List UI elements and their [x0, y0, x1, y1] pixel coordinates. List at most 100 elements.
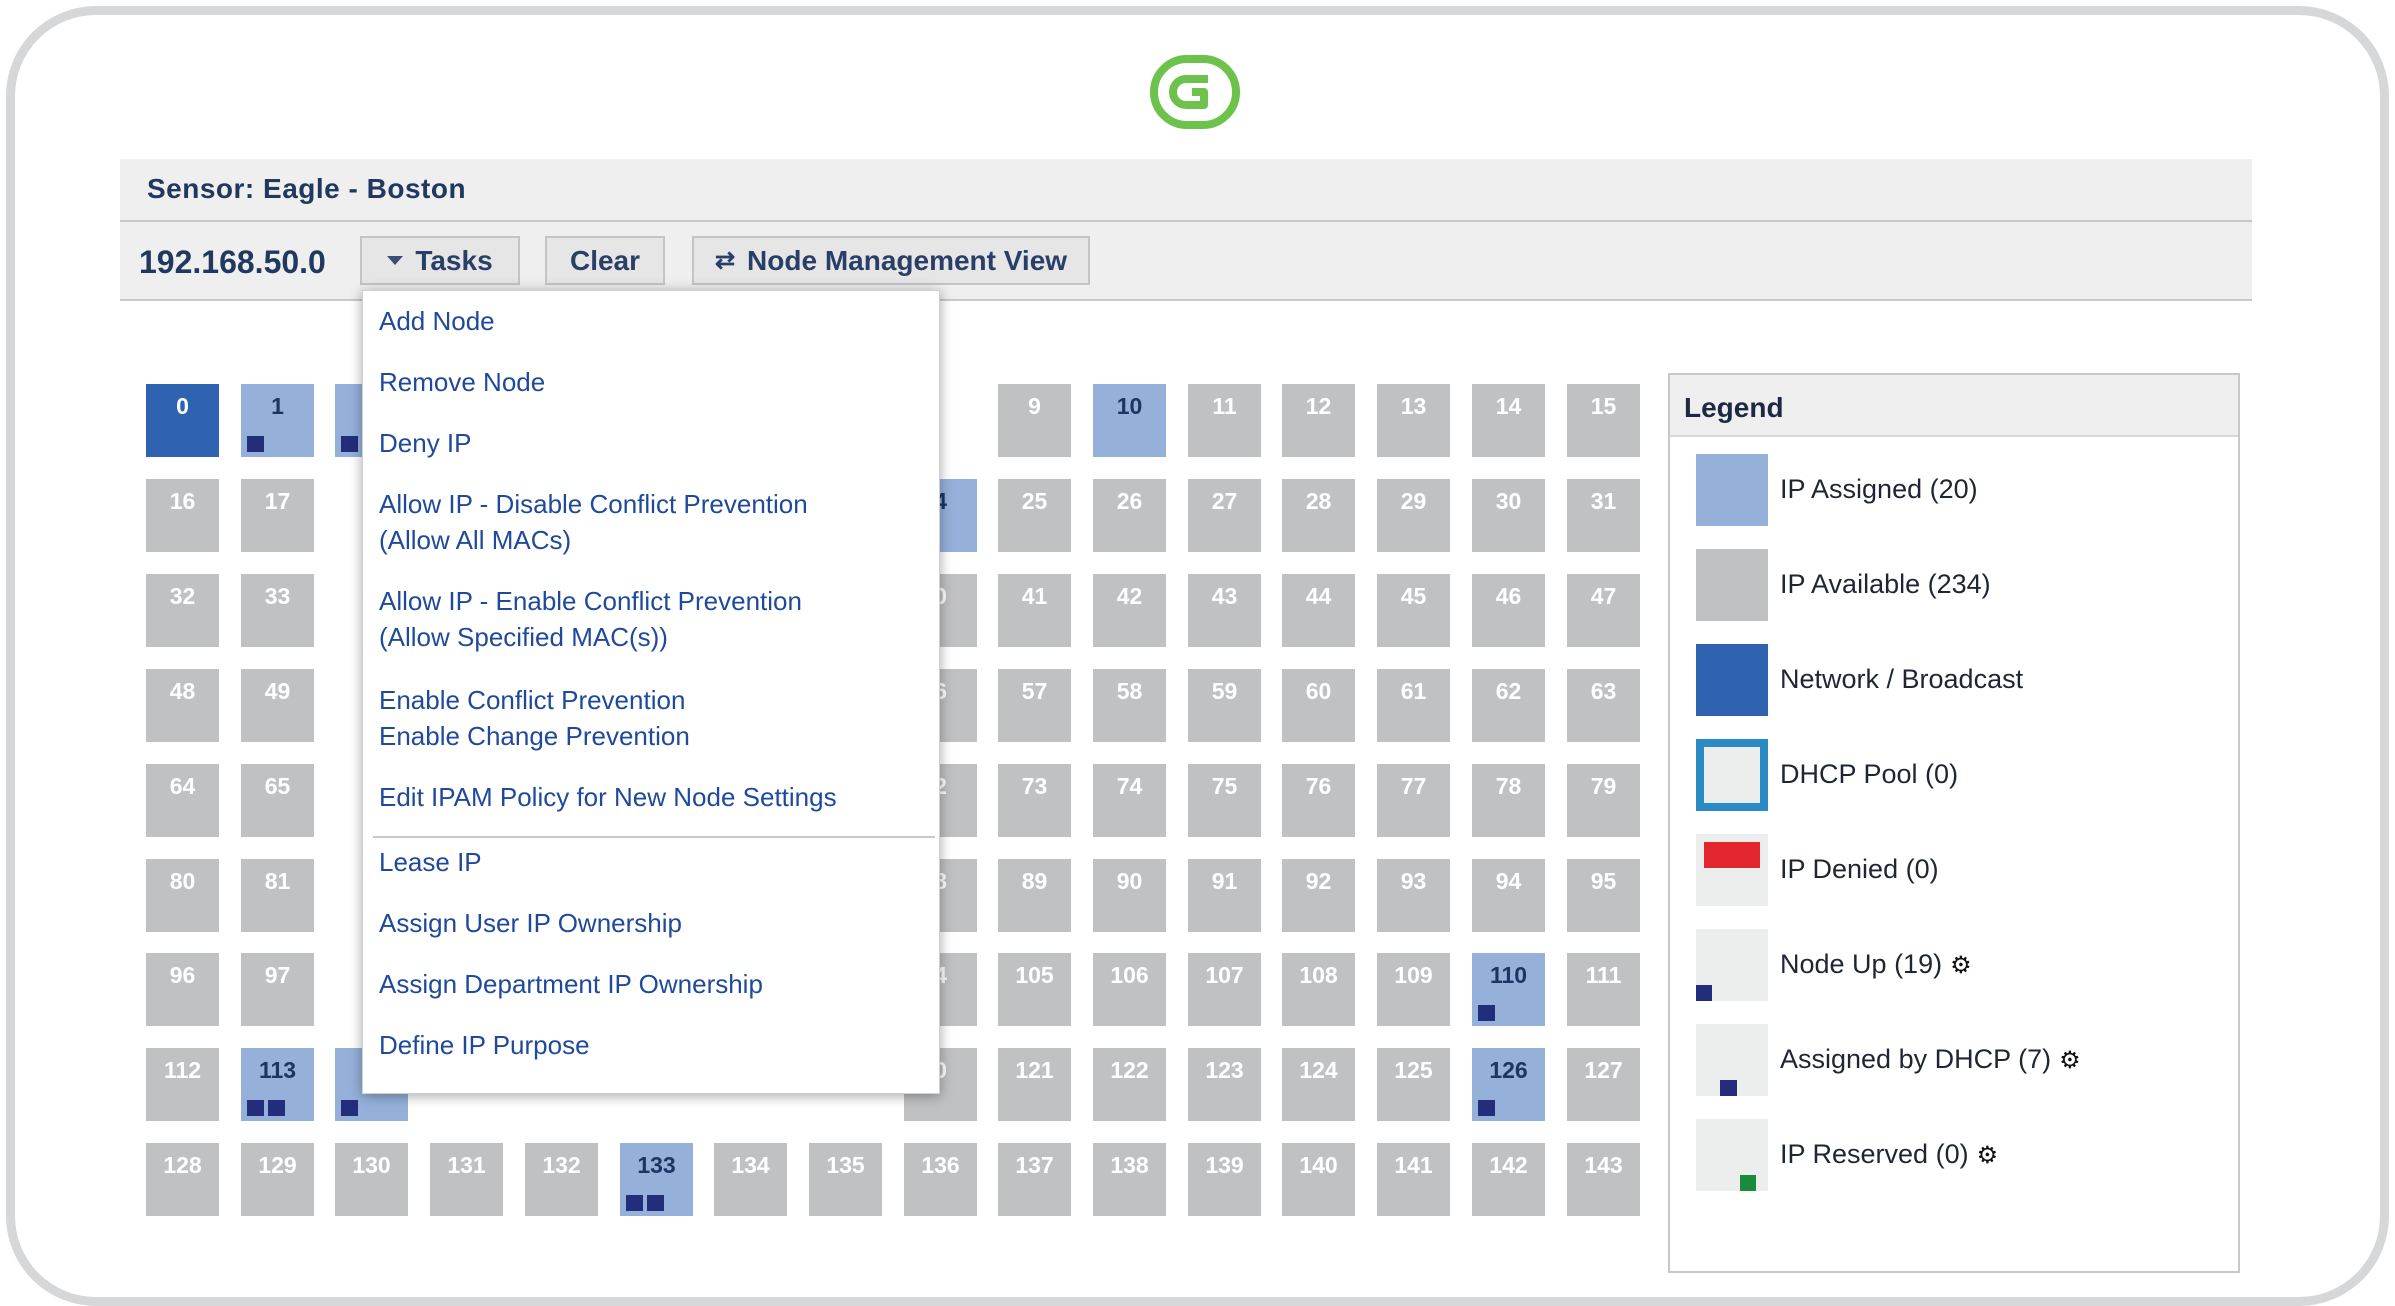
ip-cell[interactable]: 80: [146, 859, 219, 932]
ip-cell[interactable]: 78: [1472, 764, 1545, 837]
ip-cell[interactable]: 133: [620, 1143, 693, 1216]
menu-item-enable-conflict-prevention[interactable]: Enable Conflict Prevention: [379, 685, 686, 715]
ip-cell[interactable]: 136: [904, 1143, 977, 1216]
ip-cell[interactable]: 44: [1282, 574, 1355, 647]
ip-cell[interactable]: 135: [809, 1143, 882, 1216]
ip-cell[interactable]: 77: [1377, 764, 1450, 837]
ip-cell[interactable]: 61: [1377, 669, 1450, 742]
ip-cell[interactable]: 31: [1567, 479, 1640, 552]
menu-item-assign-user-ownership[interactable]: Assign User IP Ownership: [379, 908, 682, 938]
ip-cell[interactable]: 105: [998, 953, 1071, 1026]
ip-cell[interactable]: 59: [1188, 669, 1261, 742]
ip-cell[interactable]: 107: [1188, 953, 1261, 1026]
ip-cell[interactable]: 49: [241, 669, 314, 742]
gear-icon[interactable]: ⚙: [2059, 1047, 2081, 1074]
ip-cell[interactable]: 10: [1093, 384, 1166, 457]
menu-item-define-ip-purpose[interactable]: Define IP Purpose: [379, 1030, 590, 1060]
ip-cell[interactable]: 126: [1472, 1048, 1545, 1121]
menu-item-remove-node[interactable]: Remove Node: [379, 367, 546, 397]
ip-cell[interactable]: 109: [1377, 953, 1450, 1026]
ip-cell[interactable]: 65: [241, 764, 314, 837]
ip-cell[interactable]: 97: [241, 953, 314, 1026]
menu-item-allow-ip-disable-cp[interactable]: Allow IP - Disable Conflict Prevention: [379, 489, 808, 519]
ip-cell[interactable]: 73: [998, 764, 1071, 837]
ip-cell[interactable]: 42: [1093, 574, 1166, 647]
ip-cell[interactable]: 139: [1188, 1143, 1261, 1216]
ip-cell[interactable]: 9: [998, 384, 1071, 457]
ip-cell[interactable]: 122: [1093, 1048, 1166, 1121]
ip-cell[interactable]: 137: [998, 1143, 1071, 1216]
ip-cell[interactable]: 33: [241, 574, 314, 647]
ip-cell[interactable]: 32: [146, 574, 219, 647]
ip-cell[interactable]: 30: [1472, 479, 1545, 552]
menu-item-allow-ip-enable-cp[interactable]: Allow IP - Enable Conflict Prevention: [379, 586, 802, 616]
ip-cell[interactable]: 14: [1472, 384, 1545, 457]
ip-cell[interactable]: 16: [146, 479, 219, 552]
menu-item-lease-ip[interactable]: Lease IP: [379, 847, 482, 877]
ip-cell[interactable]: 138: [1093, 1143, 1166, 1216]
ip-cell[interactable]: 17: [241, 479, 314, 552]
ip-cell[interactable]: 141: [1377, 1143, 1450, 1216]
ip-cell[interactable]: 26: [1093, 479, 1166, 552]
ip-cell[interactable]: 13: [1377, 384, 1450, 457]
ip-cell[interactable]: 58: [1093, 669, 1166, 742]
ip-cell[interactable]: 124: [1282, 1048, 1355, 1121]
ip-cell[interactable]: 81: [241, 859, 314, 932]
ip-cell[interactable]: 91: [1188, 859, 1261, 932]
ip-cell[interactable]: 112: [146, 1048, 219, 1121]
menu-item-allow-ip-enable-cp-sub[interactable]: (Allow Specified MAC(s)): [379, 622, 668, 652]
ip-cell[interactable]: 123: [1188, 1048, 1261, 1121]
clear-button[interactable]: Clear: [545, 236, 665, 285]
ip-cell[interactable]: 46: [1472, 574, 1545, 647]
ip-cell[interactable]: 62: [1472, 669, 1545, 742]
ip-cell[interactable]: 15: [1567, 384, 1640, 457]
menu-item-enable-change-prevention[interactable]: Enable Change Prevention: [379, 721, 690, 751]
ip-cell[interactable]: 48: [146, 669, 219, 742]
ip-cell[interactable]: 96: [146, 953, 219, 1026]
ip-cell[interactable]: 29: [1377, 479, 1450, 552]
ip-cell[interactable]: 12: [1282, 384, 1355, 457]
node-management-view-button[interactable]: ⇄ Node Management View: [692, 236, 1090, 285]
ip-cell[interactable]: 95: [1567, 859, 1640, 932]
ip-cell[interactable]: 131: [430, 1143, 503, 1216]
ip-cell[interactable]: 113: [241, 1048, 314, 1121]
ip-cell[interactable]: 60: [1282, 669, 1355, 742]
ip-cell[interactable]: 129: [241, 1143, 314, 1216]
ip-cell[interactable]: 0: [146, 384, 219, 457]
ip-cell[interactable]: 79: [1567, 764, 1640, 837]
ip-cell[interactable]: 1: [241, 384, 314, 457]
ip-cell[interactable]: 90: [1093, 859, 1166, 932]
ip-cell[interactable]: 93: [1377, 859, 1450, 932]
ip-cell[interactable]: 111: [1567, 953, 1640, 1026]
menu-item-add-node[interactable]: Add Node: [379, 306, 495, 336]
ip-cell[interactable]: 128: [146, 1143, 219, 1216]
ip-cell[interactable]: 134: [714, 1143, 787, 1216]
ip-cell[interactable]: 11: [1188, 384, 1261, 457]
ip-cell[interactable]: 92: [1282, 859, 1355, 932]
ip-cell[interactable]: 127: [1567, 1048, 1640, 1121]
ip-cell[interactable]: 142: [1472, 1143, 1545, 1216]
ip-cell[interactable]: 57: [998, 669, 1071, 742]
ip-cell[interactable]: 75: [1188, 764, 1261, 837]
ip-cell[interactable]: 94: [1472, 859, 1545, 932]
ip-cell[interactable]: 121: [998, 1048, 1071, 1121]
ip-cell[interactable]: 47: [1567, 574, 1640, 647]
tasks-button[interactable]: Tasks: [360, 236, 520, 285]
ip-cell[interactable]: 28: [1282, 479, 1355, 552]
ip-cell[interactable]: 63: [1567, 669, 1640, 742]
ip-cell[interactable]: 110: [1472, 953, 1545, 1026]
ip-cell[interactable]: 130: [335, 1143, 408, 1216]
ip-cell[interactable]: 45: [1377, 574, 1450, 647]
ip-cell[interactable]: 106: [1093, 953, 1166, 1026]
menu-item-allow-ip-disable-cp-sub[interactable]: (Allow All MACs): [379, 525, 572, 555]
menu-item-assign-department-ownership[interactable]: Assign Department IP Ownership: [379, 969, 763, 999]
menu-item-edit-ipam-policy[interactable]: Edit IPAM Policy for New Node Settings: [379, 782, 837, 812]
ip-cell[interactable]: 89: [998, 859, 1071, 932]
ip-cell[interactable]: 132: [525, 1143, 598, 1216]
gear-icon[interactable]: ⚙: [1976, 1142, 1999, 1169]
ip-cell[interactable]: 140: [1282, 1143, 1355, 1216]
ip-cell[interactable]: 25: [998, 479, 1071, 552]
ip-cell[interactable]: 76: [1282, 764, 1355, 837]
ip-cell[interactable]: 64: [146, 764, 219, 837]
ip-cell[interactable]: 125: [1377, 1048, 1450, 1121]
